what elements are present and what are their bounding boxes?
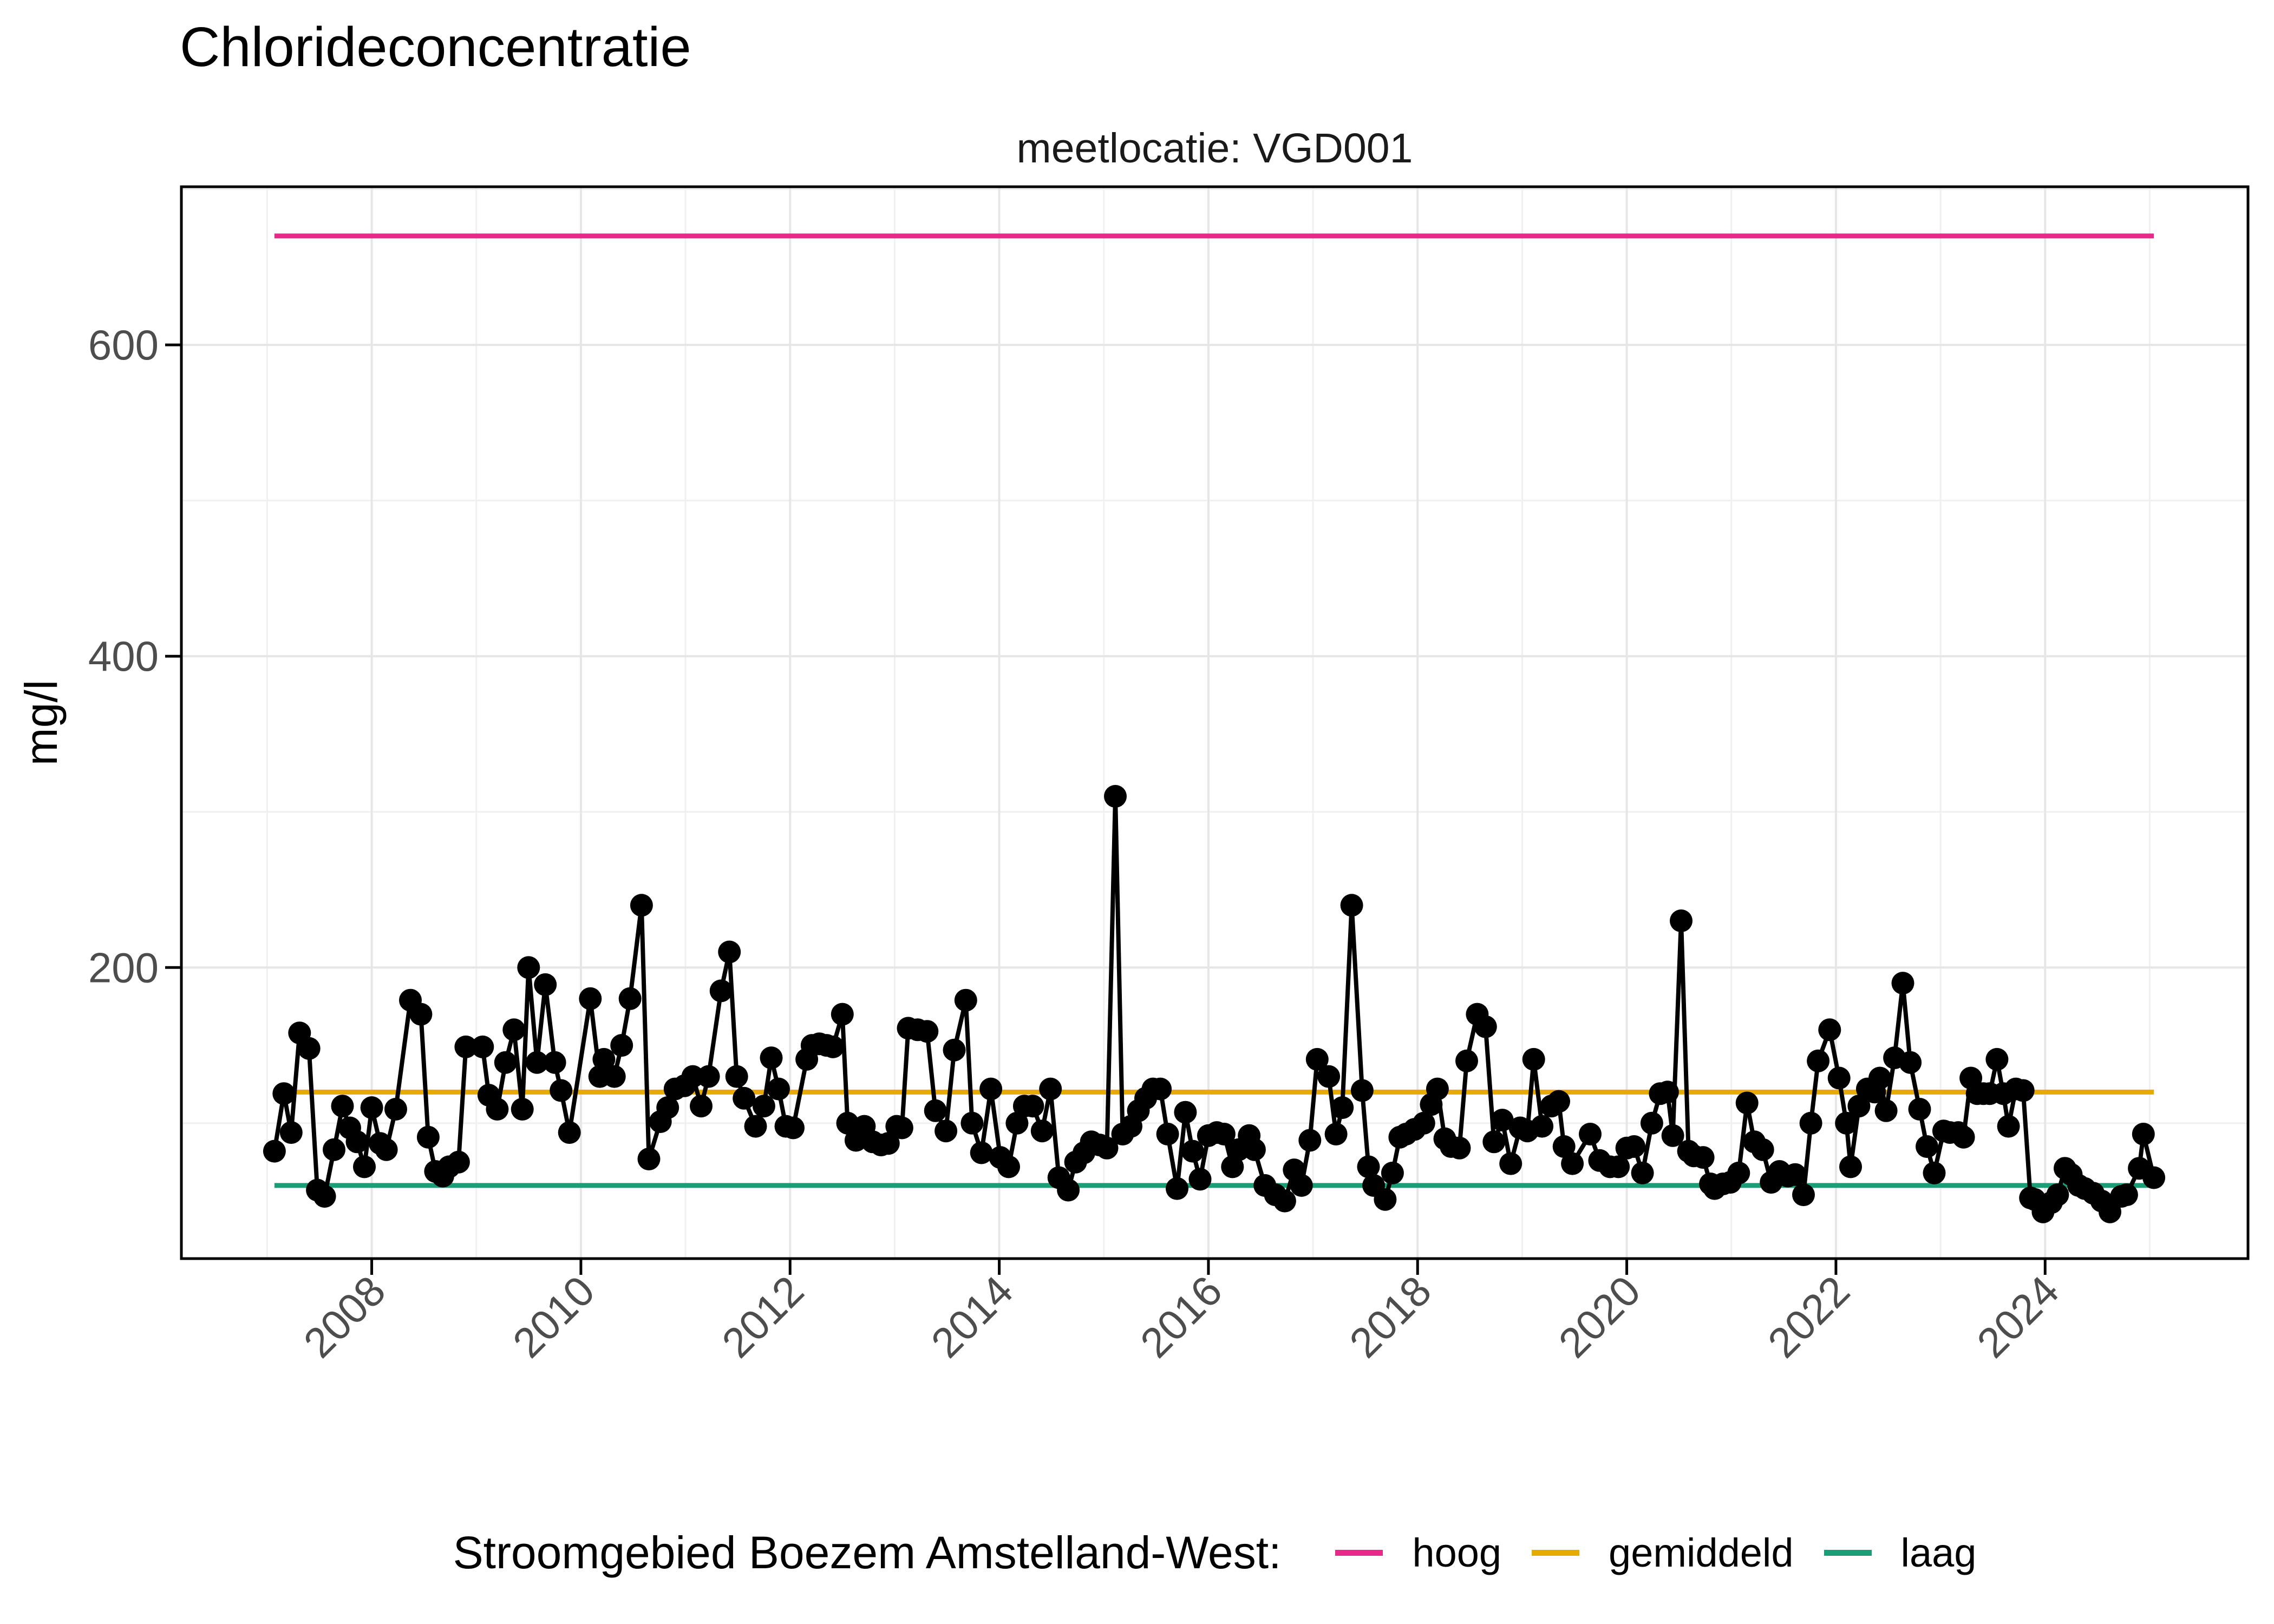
y-axis-title: mg/l bbox=[16, 680, 67, 766]
x-tick-label: 2016 bbox=[1131, 1267, 1231, 1367]
hoog-line-key-icon bbox=[1335, 1549, 1383, 1556]
x-tick-label: 2010 bbox=[504, 1267, 604, 1367]
x-tick-label: 2024 bbox=[1968, 1267, 2068, 1367]
legend-title: Stroomgebied Boezem Amstelland-West: bbox=[453, 1527, 1282, 1578]
legend-label-laag: laag bbox=[1900, 1530, 1977, 1575]
series-points bbox=[263, 785, 2166, 1223]
x-tick-label: 2020 bbox=[1550, 1267, 1650, 1367]
legend: Stroomgebied Boezem Amstelland-West: hoo… bbox=[181, 1515, 2248, 1590]
legend-item-hoog: hoog bbox=[1335, 1530, 1501, 1576]
gemiddeld-line-key-icon bbox=[1532, 1549, 1580, 1556]
legend-item-laag: laag bbox=[1824, 1530, 1977, 1576]
grid-minor bbox=[181, 187, 2248, 1259]
x-tick-label: 2012 bbox=[713, 1267, 813, 1367]
laag-line-key-icon bbox=[1824, 1549, 1872, 1556]
legend-label-hoog: hoog bbox=[1412, 1530, 1502, 1575]
chart-title: Chlorideconcentratie bbox=[180, 16, 691, 78]
y-tick-label: 400 bbox=[88, 632, 159, 680]
legend-label-gemiddeld: gemiddeld bbox=[1609, 1530, 1794, 1575]
grid-major bbox=[181, 187, 2248, 1259]
y-tick-label: 200 bbox=[88, 944, 159, 991]
legend-item-gemiddeld: gemiddeld bbox=[1532, 1530, 1794, 1576]
facet-label: meetlocatie: VGD001 bbox=[1016, 125, 1413, 172]
x-tick-label: 2022 bbox=[1759, 1267, 1859, 1367]
plot-panel bbox=[181, 187, 2248, 1259]
panel-border bbox=[180, 185, 2250, 1260]
y-tick-label: 600 bbox=[88, 321, 159, 369]
x-tick-label: 2018 bbox=[1340, 1267, 1440, 1367]
x-tick-label: 2014 bbox=[922, 1267, 1022, 1367]
x-tick-label: 2008 bbox=[295, 1267, 395, 1367]
